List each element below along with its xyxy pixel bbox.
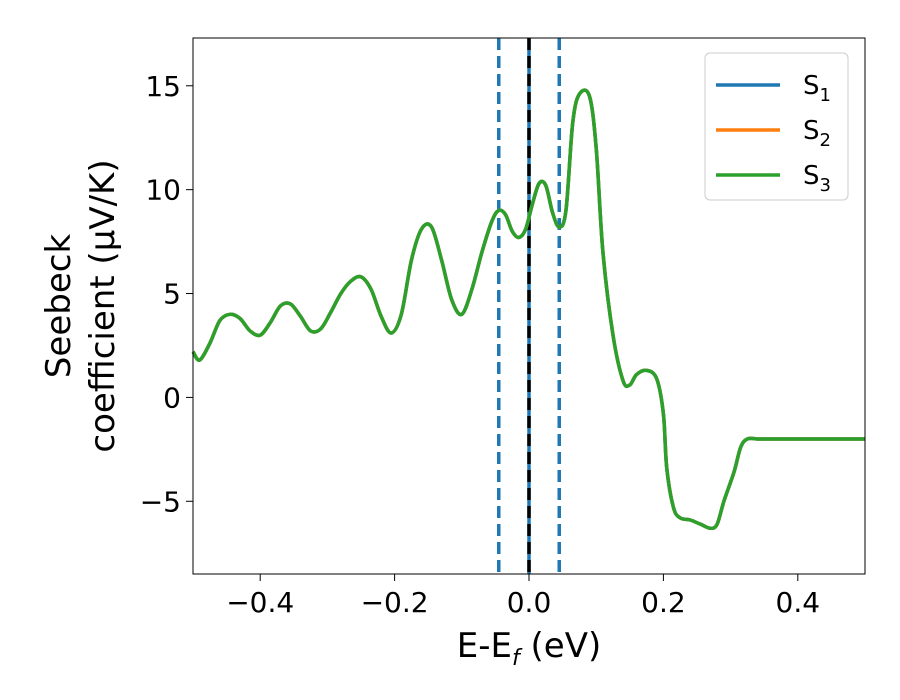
x-axis-label-sub: f: [512, 646, 523, 671]
x-axis-label: E-Ef (eV): [457, 626, 602, 671]
y-axis-label-line2: coefficient (μV/K): [83, 159, 123, 452]
x-axis-label-main: E-E: [457, 626, 512, 666]
y-tick-label: −5: [140, 485, 181, 518]
x-tick-label: −0.2: [361, 586, 429, 619]
legend-label-s2: S2: [803, 116, 831, 151]
y-axis-ticks: −5 0 5 10 15: [140, 70, 193, 518]
legend-label-main: S: [803, 116, 820, 146]
series-line-s3: [191, 88, 865, 531]
y-tick-label: 5: [163, 278, 181, 311]
x-axis-label-unit: (eV): [520, 626, 602, 666]
y-tick-label: 15: [145, 70, 181, 103]
x-tick-label: 0.4: [776, 586, 821, 619]
legend-label-s1: S1: [803, 71, 831, 106]
y-axis-label: Seebeck coefficient (μV/K): [39, 159, 123, 452]
x-tick-label: −0.4: [226, 586, 294, 619]
y-tick-label: 0: [163, 381, 181, 414]
legend-label-sub: 1: [820, 85, 831, 106]
series-layer: [191, 88, 865, 531]
legend-label-s3: S3: [803, 161, 831, 196]
x-tick-label: 0.0: [507, 586, 552, 619]
y-tick-label: 10: [145, 174, 181, 207]
legend-label-main: S: [803, 71, 820, 101]
vertical-reference-lines: [497, 38, 561, 574]
legend-box: [704, 52, 849, 201]
legend-label-sub: 2: [820, 130, 831, 151]
x-axis-ticks: −0.4 −0.2 0.0 0.2 0.4: [226, 574, 820, 619]
x-tick-label: 0.2: [641, 586, 686, 619]
legend-label-main: S: [803, 161, 820, 191]
legend-label-sub: 3: [820, 175, 831, 196]
y-axis-label-line1: Seebeck: [39, 234, 79, 379]
